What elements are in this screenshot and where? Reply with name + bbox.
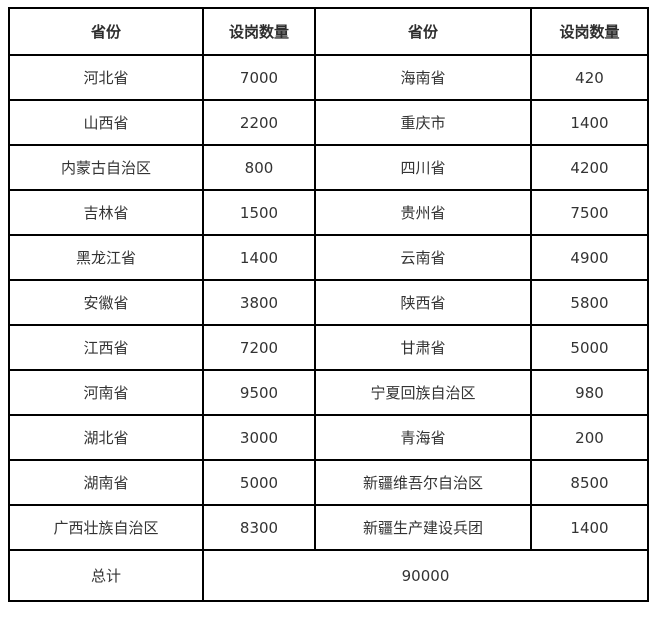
count-cell: 980 <box>530 369 649 416</box>
province-cell: 广西壮族自治区 <box>8 504 204 551</box>
count-cell: 5800 <box>530 279 649 326</box>
count-cell: 1500 <box>202 189 316 236</box>
table-row: 广西壮族自治区 8300 新疆生产建设兵团 1400 <box>8 504 649 551</box>
province-cell: 山西省 <box>8 99 204 146</box>
table-row: 吉林省 1500 贵州省 7500 <box>8 189 649 236</box>
province-cell: 四川省 <box>314 144 532 191</box>
table-row: 湖北省 3000 青海省 200 <box>8 414 649 461</box>
count-cell: 3800 <box>202 279 316 326</box>
page: 省份 设岗数量 省份 设岗数量 河北省 7000 海南省 420 山西省 2200 重庆市 1… <box>0 7 655 635</box>
total-row: 总计 90000 <box>8 549 649 602</box>
table-header: 省份 设岗数量 省份 设岗数量 <box>8 7 649 56</box>
count-cell: 5000 <box>202 459 316 506</box>
province-cell: 新疆维吾尔自治区 <box>314 459 532 506</box>
table-row: 河南省 9500 宁夏回族自治区 980 <box>8 369 649 416</box>
count-cell: 7200 <box>202 324 316 371</box>
table-row: 内蒙古自治区 800 四川省 4200 <box>8 144 649 191</box>
count-cell: 1400 <box>530 504 649 551</box>
province-cell: 陕西省 <box>314 279 532 326</box>
table-row: 河北省 7000 海南省 420 <box>8 54 649 101</box>
column-header-province-2: 省份 <box>314 7 532 56</box>
header-row: 省份 设岗数量 省份 设岗数量 <box>8 7 649 56</box>
count-cell: 4200 <box>530 144 649 191</box>
table-row: 黑龙江省 1400 云南省 4900 <box>8 234 649 281</box>
province-cell: 甘肃省 <box>314 324 532 371</box>
table-row: 安徽省 3800 陕西省 5800 <box>8 279 649 326</box>
total-value-cell: 90000 <box>202 549 649 602</box>
province-cell: 黑龙江省 <box>8 234 204 281</box>
count-cell: 7500 <box>530 189 649 236</box>
province-cell: 重庆市 <box>314 99 532 146</box>
count-cell: 4900 <box>530 234 649 281</box>
table-row: 山西省 2200 重庆市 1400 <box>8 99 649 146</box>
province-cell: 湖北省 <box>8 414 204 461</box>
count-cell: 8300 <box>202 504 316 551</box>
province-cell: 青海省 <box>314 414 532 461</box>
count-cell: 1400 <box>202 234 316 281</box>
count-cell: 7000 <box>202 54 316 101</box>
table-row: 湖南省 5000 新疆维吾尔自治区 8500 <box>8 459 649 506</box>
posts-by-province-table: 省份 设岗数量 省份 设岗数量 河北省 7000 海南省 420 山西省 2200 重庆市 1… <box>8 7 649 602</box>
province-cell: 海南省 <box>314 54 532 101</box>
count-cell: 2200 <box>202 99 316 146</box>
table-footer: 总计 90000 <box>8 549 649 602</box>
province-cell: 河北省 <box>8 54 204 101</box>
province-cell: 贵州省 <box>314 189 532 236</box>
count-cell: 420 <box>530 54 649 101</box>
table-row: 江西省 7200 甘肃省 5000 <box>8 324 649 371</box>
province-cell: 云南省 <box>314 234 532 281</box>
count-cell: 9500 <box>202 369 316 416</box>
column-header-count-1: 设岗数量 <box>202 7 316 56</box>
province-cell: 湖南省 <box>8 459 204 506</box>
column-header-province-1: 省份 <box>8 7 204 56</box>
count-cell: 800 <box>202 144 316 191</box>
province-cell: 宁夏回族自治区 <box>314 369 532 416</box>
count-cell: 200 <box>530 414 649 461</box>
count-cell: 8500 <box>530 459 649 506</box>
province-cell: 河南省 <box>8 369 204 416</box>
province-cell: 新疆生产建设兵团 <box>314 504 532 551</box>
count-cell: 5000 <box>530 324 649 371</box>
column-header-count-2: 设岗数量 <box>530 7 649 56</box>
count-cell: 1400 <box>530 99 649 146</box>
province-cell: 江西省 <box>8 324 204 371</box>
count-cell: 3000 <box>202 414 316 461</box>
province-cell: 吉林省 <box>8 189 204 236</box>
table-body: 河北省 7000 海南省 420 山西省 2200 重庆市 1400 内蒙古自治区 800 四川省 4… <box>8 54 649 551</box>
province-cell: 内蒙古自治区 <box>8 144 204 191</box>
province-cell: 安徽省 <box>8 279 204 326</box>
total-label-cell: 总计 <box>8 549 204 602</box>
